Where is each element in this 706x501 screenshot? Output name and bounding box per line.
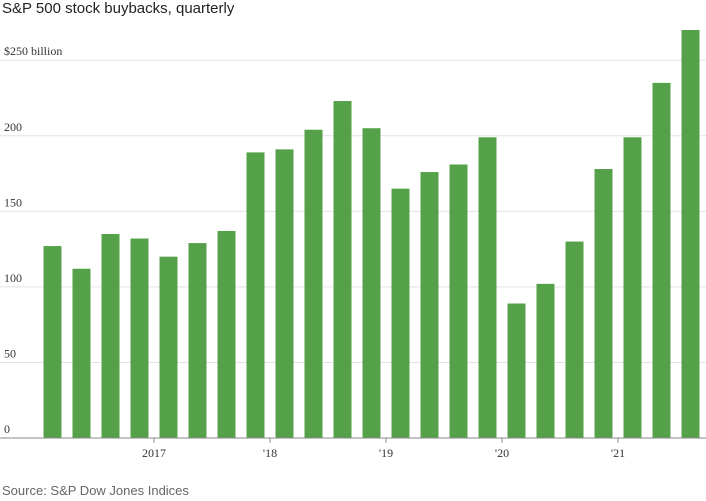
- y-tick-label: 150: [4, 195, 22, 209]
- bar: [72, 268, 91, 438]
- bar: [536, 283, 555, 438]
- x-tick-label: 2017: [142, 446, 166, 460]
- bar: [623, 137, 642, 439]
- bar: [391, 188, 410, 438]
- y-axis-labels: 0 50 100 150 200 $250 billion: [4, 44, 62, 436]
- bar: [449, 164, 468, 438]
- bar: [159, 256, 178, 438]
- bar: [130, 238, 149, 438]
- y-tick-label: 0: [4, 422, 10, 436]
- bar: [101, 234, 120, 438]
- chart-title: S&P 500 stock buybacks, quarterly: [2, 0, 235, 17]
- bar-chart: 0 50 100 150 200 $250 billion 2017 '18 '19 '20 '2…: [0, 30, 706, 460]
- bar: [565, 241, 584, 438]
- bar: [594, 169, 613, 438]
- x-tick-label: '18: [263, 446, 277, 460]
- bar: [246, 152, 265, 438]
- y-tick-label: $250 billion: [4, 44, 62, 58]
- bar: [304, 129, 323, 438]
- y-tick-label: 200: [4, 120, 22, 134]
- gridlines: [0, 59, 706, 363]
- x-tick-label: '21: [611, 446, 625, 460]
- bar: [333, 101, 352, 439]
- bar: [681, 30, 700, 438]
- bar: [362, 128, 381, 438]
- y-tick-label: 50: [4, 346, 16, 360]
- bar: [188, 243, 207, 438]
- bar: [507, 303, 526, 438]
- bar: [275, 149, 294, 438]
- bar: [652, 82, 671, 438]
- bars: [43, 30, 700, 439]
- bar: [43, 246, 62, 438]
- y-tick-label: 100: [4, 271, 22, 285]
- x-axis-ticks: 2017 '18 '19 '20 '21: [142, 438, 625, 460]
- bar: [420, 172, 439, 439]
- x-tick-label: '19: [379, 446, 393, 460]
- bar: [478, 137, 497, 439]
- source-note: Source: S&P Dow Jones Indices: [2, 483, 189, 498]
- bar: [217, 230, 236, 438]
- x-tick-label: '20: [495, 446, 509, 460]
